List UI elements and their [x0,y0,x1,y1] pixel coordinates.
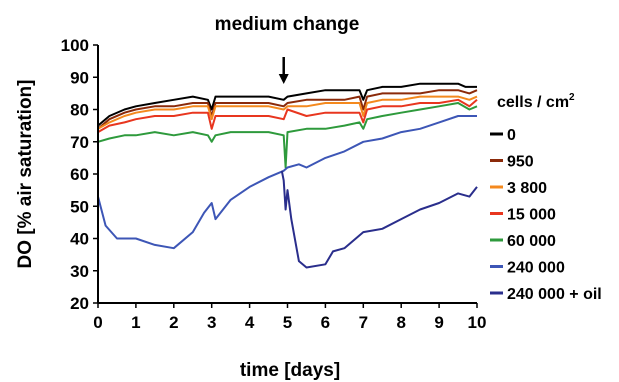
x-tick-label: 3 [207,313,216,332]
legend-title-superscript: 2 [569,92,575,103]
y-tick-label: 90 [70,68,89,87]
series-line-3 [97,98,478,133]
y-tick-label: 60 [70,165,89,184]
legend-title-text: cells / cm [497,94,569,111]
series-line-5 [97,115,477,250]
x-tick-label: 7 [359,313,368,332]
x-tick-label: 1 [131,313,140,332]
x-tick-label: 10 [468,313,487,332]
legend-label-2: 3 800 [507,180,547,197]
series-line-6 [280,170,478,269]
tick-labels: 0 1 2 3 4 5 6 7 8 9 10 20 30 40 50 60 70 80 90 100 [61,36,487,332]
legend-label-3: 15 000 [507,207,556,224]
arrow-head [278,74,289,84]
x-tick-label: 4 [245,313,255,332]
legend-label-6: 240 000 + oil [507,286,602,303]
x-tick-label: 5 [283,313,292,332]
series-line-1 [97,89,478,130]
series-line-2 [97,95,478,130]
y-tick-label: 100 [61,36,89,55]
axes [97,45,477,304]
legend-label-5: 240 000 [507,260,565,277]
x-tick-label: 6 [321,313,330,332]
y-tick-label: 20 [70,294,89,313]
series-layer [97,82,478,269]
y-tick-label: 80 [70,101,89,120]
series-line-4 [97,102,478,169]
x-tick-label: 0 [93,313,102,332]
legend-label-1: 950 [507,154,534,171]
y-tick-label: 50 [70,197,89,216]
x-tick-label: 9 [434,313,443,332]
legend-label-4: 60 000 [507,233,556,250]
chart-annotation-label: medium change [215,14,360,35]
y-tick-label: 70 [70,133,89,152]
medium-change-arrow-icon [278,57,289,84]
x-tick-label: 2 [169,313,178,332]
legend-title: cells / cm2 [497,92,575,111]
series-line-0 [97,82,477,127]
x-axis-label: time [days] [240,360,340,381]
y-tick-label: 30 [70,262,89,281]
y-tick-label: 40 [70,230,89,249]
legend-label-0: 0 [507,127,516,144]
legend-items: 0 950 3 800 15 000 60 000 240 000 240 000 + oi… [490,127,602,303]
x-tick-label: 8 [396,313,405,332]
y-axis-label: DO [% air saturation] [15,80,36,269]
legend: cells / cm2 0 950 3 800 15 000 60 000 240 000… [490,92,602,303]
